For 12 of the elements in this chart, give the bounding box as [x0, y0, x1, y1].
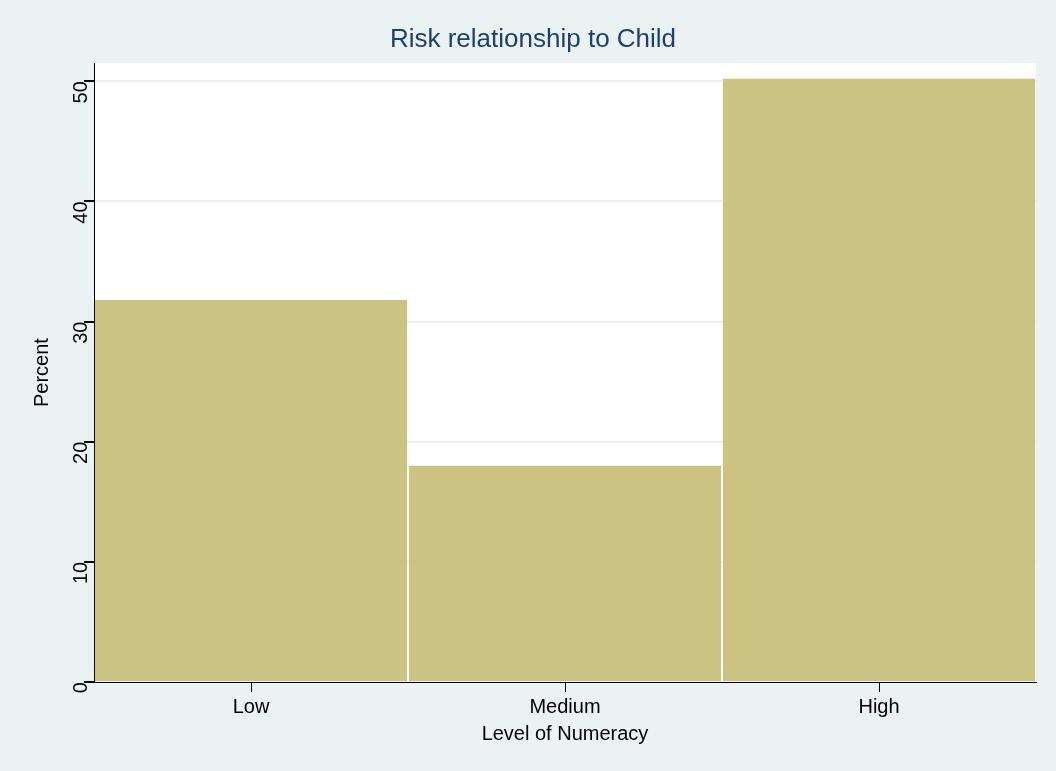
- y-tick-label: 40: [68, 201, 91, 224]
- y-axis-title: Percent: [29, 337, 52, 408]
- y-tick-label: 50: [68, 81, 91, 104]
- y-tick-label: 20: [68, 441, 91, 464]
- y-tick-label: 30: [68, 321, 91, 344]
- y-tick-label: 0: [68, 682, 91, 694]
- x-tick-label: High: [858, 694, 900, 717]
- chart-title: Risk relationship to Child: [389, 22, 677, 53]
- x-tick-label: Medium: [529, 694, 601, 717]
- x-axis-title: Level of Numeracy: [481, 721, 649, 744]
- x-tick-label: Low: [232, 694, 270, 717]
- y-tick-label: 10: [68, 561, 91, 585]
